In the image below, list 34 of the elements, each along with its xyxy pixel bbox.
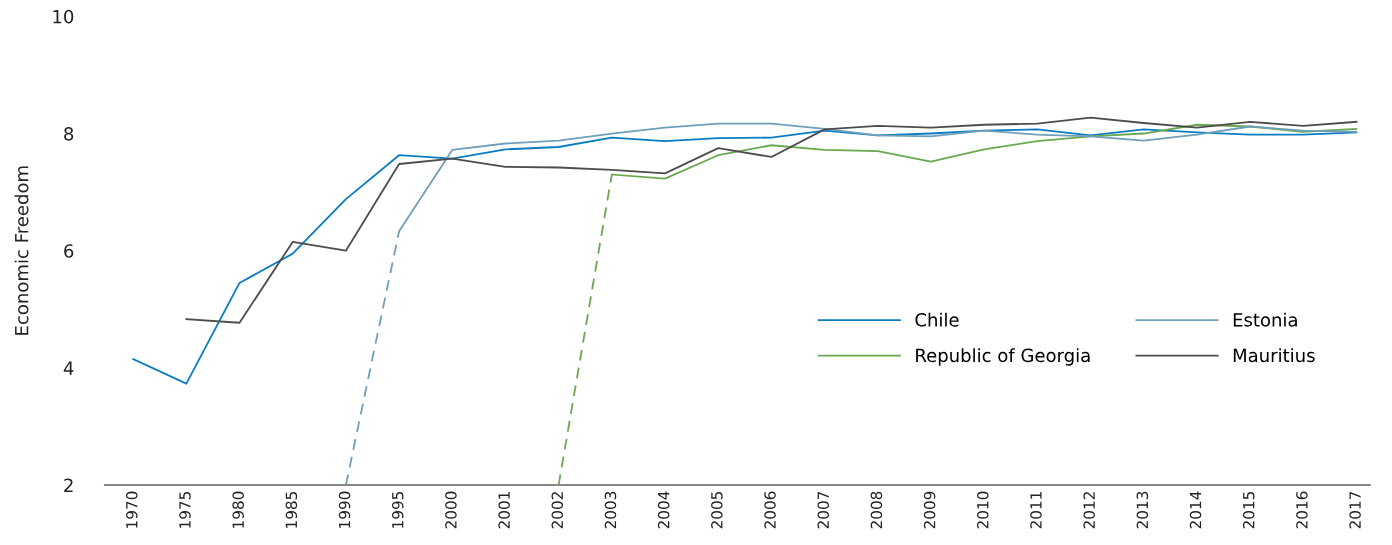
x-tick-label: 2017 (1349, 491, 1361, 529)
x-tick-label: 2004 (657, 491, 670, 529)
x-tick-label: 2003 (604, 491, 617, 529)
x-tick-label: 2012 (1083, 492, 1095, 529)
legend-label: Chile (915, 312, 959, 327)
x-tick-label: 2010 (977, 491, 989, 529)
x-tick-label: 2011 (1030, 492, 1042, 529)
y-tick-label: 6 (64, 244, 74, 258)
x-tick-label: 2005 (711, 491, 723, 529)
x-tick-label: 2015 (1242, 491, 1255, 529)
x-tick-label: 2013 (1136, 491, 1149, 529)
y-tick-label: 4 (63, 361, 74, 375)
y-tick-label: 8 (64, 126, 74, 141)
y-tick-label: 10 (53, 9, 74, 24)
x-tick-label: 1995 (391, 491, 404, 528)
legend-label: Estonia (1233, 312, 1297, 327)
x-tick-label: 2008 (870, 491, 883, 529)
legend-label: Mauritius (1233, 348, 1315, 363)
x-tick-label: 2014 (1189, 491, 1202, 529)
x-tick-label: 2000 (445, 491, 457, 529)
x-tick-label: 1975 (179, 491, 191, 528)
x-tick-label: 1985 (285, 491, 298, 528)
x-tick-label: 2007 (817, 491, 829, 529)
x-tick-label: 2006 (764, 491, 776, 529)
x-tick-label: 2016 (1296, 491, 1308, 529)
x-tick-label: 2001 (498, 492, 510, 529)
x-tick-label: 1980 (232, 491, 244, 528)
x-tick-label: 1970 (126, 491, 138, 528)
y-tick-label: 2 (64, 478, 73, 492)
y-axis-title: Economic Freedom (14, 166, 29, 335)
legend-label: Republic of Georgia (916, 348, 1090, 366)
x-tick-label: 1990 (338, 491, 351, 528)
x-tick-label: 2002 (551, 492, 564, 529)
x-tick-label: 2009 (923, 491, 936, 529)
